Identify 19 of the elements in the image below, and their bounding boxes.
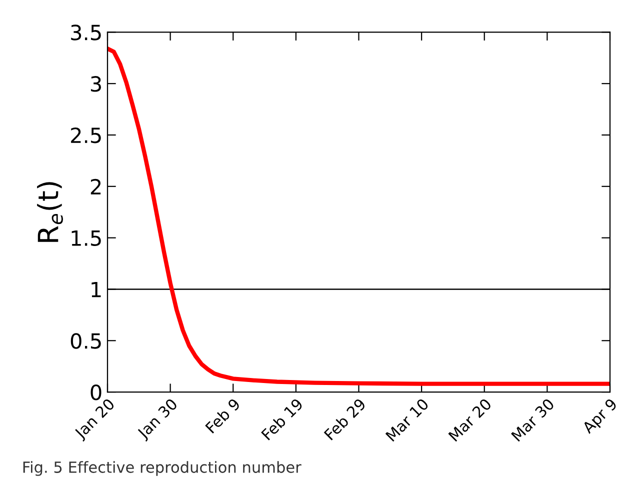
x-tick-label: Jan 30: [136, 398, 180, 442]
y-axis-title: R$_{e}$(t): [37, 182, 63, 242]
x-tick-label: Feb 19: [260, 398, 304, 441]
caption: Fig. 5 Effective reproduction number: [23, 461, 302, 476]
x-tick-label: Mar 10: [385, 398, 430, 442]
x-tick-label: Mar 20: [448, 398, 492, 442]
x-tick-label: Apr 9: [581, 398, 620, 436]
y-tick-label: 2: [90, 178, 101, 194]
y-tick-label: 0: [90, 384, 102, 400]
x-tick-label: Mar 30: [510, 398, 555, 442]
y-tick-label: 3.5: [71, 24, 101, 40]
y-tick-label: 2.5: [71, 127, 101, 144]
y-tick-label: 1.5: [72, 230, 101, 246]
x-tick-label: Feb 29: [324, 398, 366, 441]
y-tick-label: 3: [90, 76, 101, 92]
x-tick-label: Feb 9: [204, 398, 241, 434]
y-tick-label: 0.5: [70, 333, 101, 349]
y-tick-label: 1: [92, 282, 101, 298]
line-series: [108, 46, 610, 386]
